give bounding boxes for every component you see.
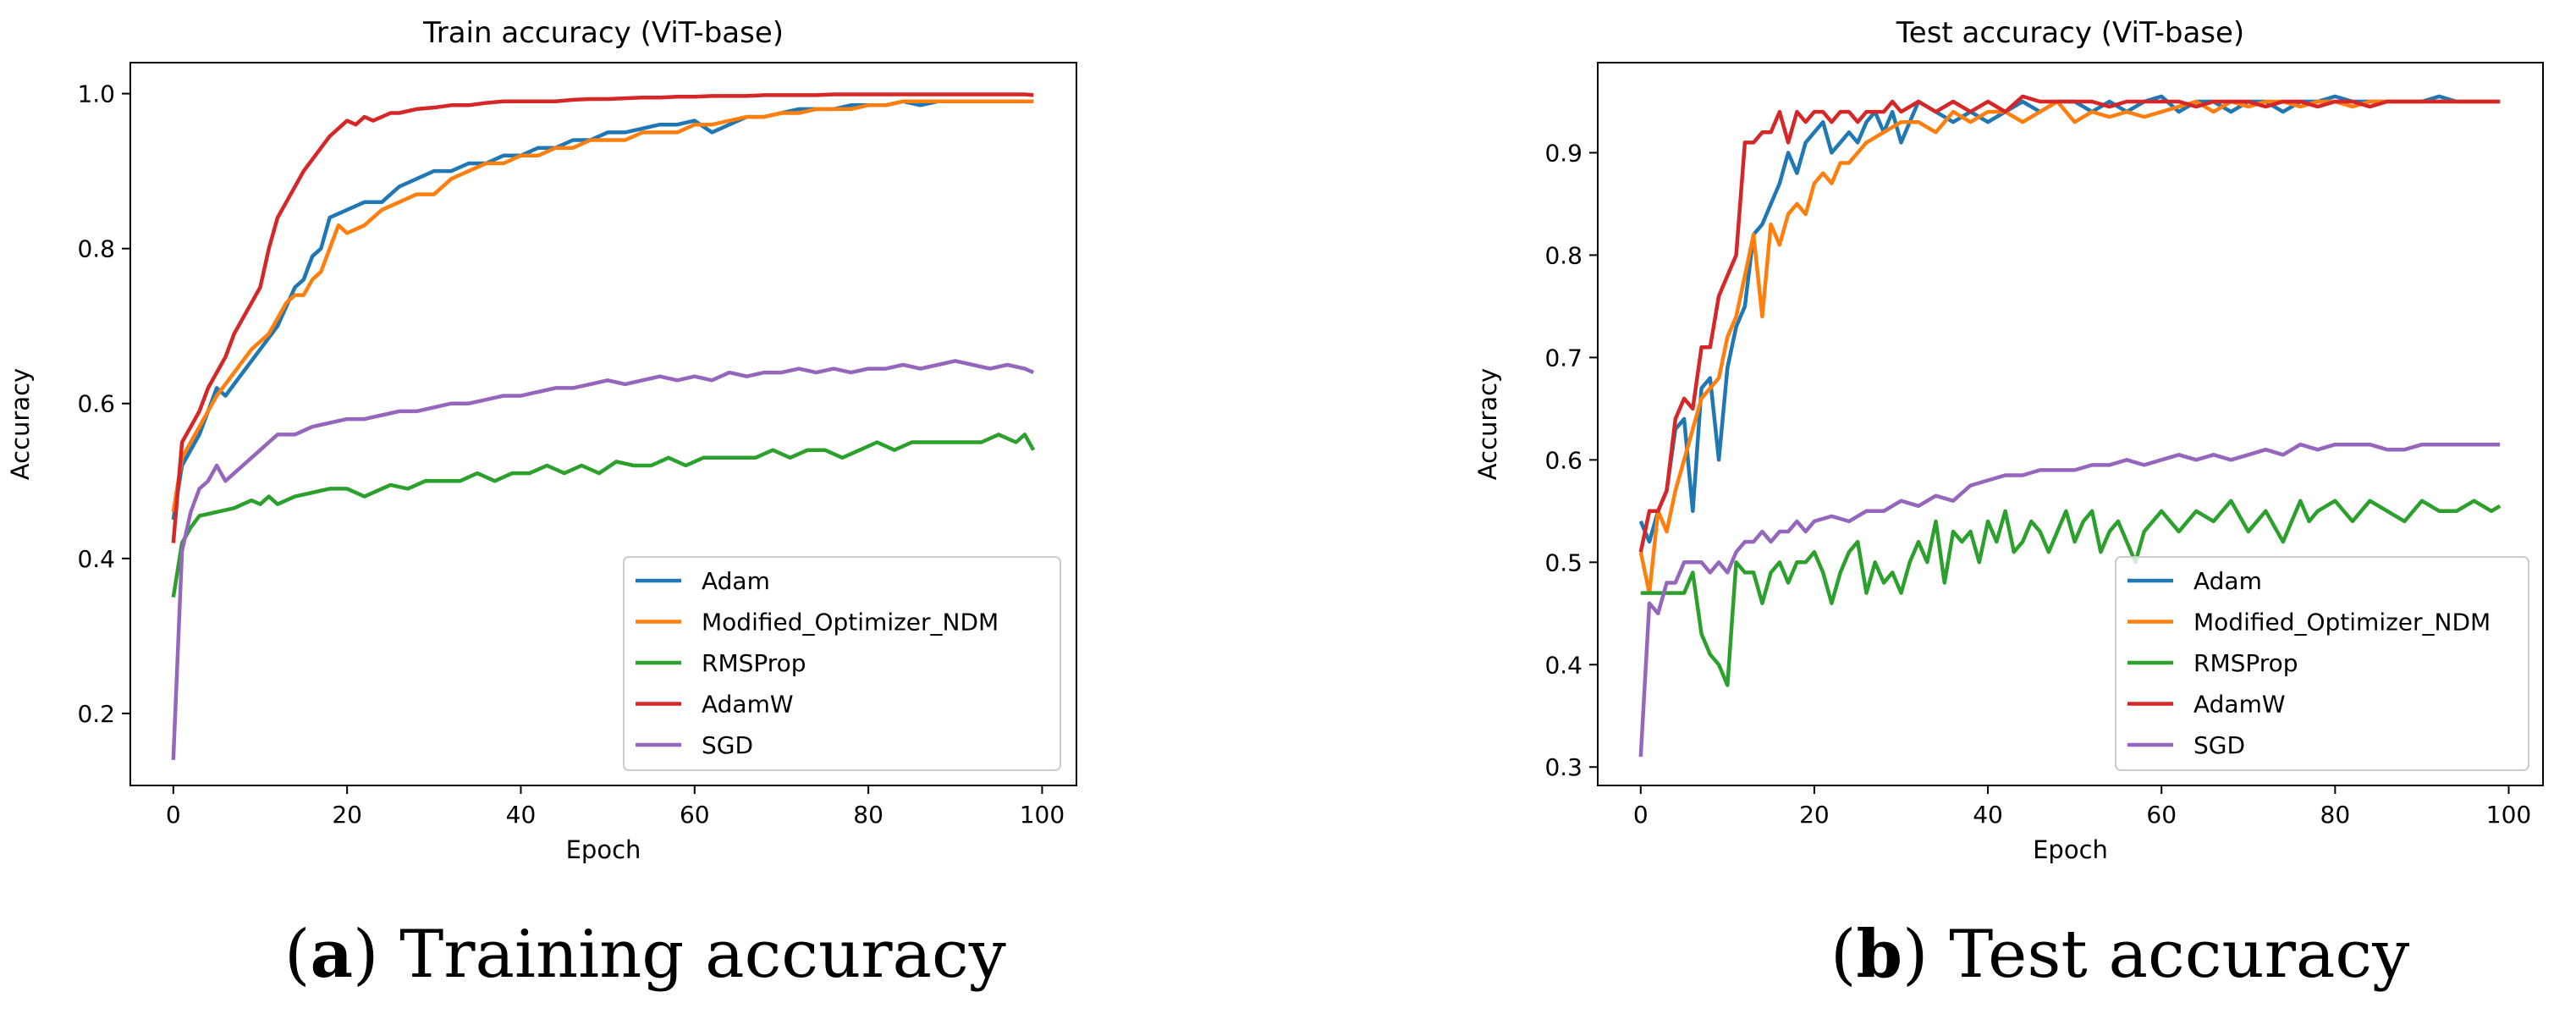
series-line-adam [1638, 94, 2501, 544]
series-group [1638, 94, 2502, 758]
series-group [171, 92, 1036, 760]
x-axis-label: Epoch [566, 835, 641, 864]
legend-label: Adam [702, 567, 770, 595]
series-line-rmsprop [171, 433, 1036, 598]
x-tick-label: 0 [166, 801, 181, 829]
x-tick-label: 60 [2146, 801, 2177, 829]
y-tick-label: 0.7 [1544, 344, 1582, 372]
x-tick-label: 60 [680, 801, 710, 829]
caption-a-label: a [310, 916, 353, 993]
y-tick-label: 0.8 [1544, 241, 1582, 269]
legend-label: Modified_Optimizer_NDM [2193, 609, 2491, 637]
legend: Adam Modified_Optimizer_NDM RMSProp AdamW SG… [2115, 556, 2529, 771]
test-accuracy-chart: 0 20 40 60 80 100 0.3 0.4 0.5 0.6 0.7 0.8 0.9 Test ac… [1473, 16, 2544, 864]
y-tick-label: 0.4 [1544, 651, 1582, 679]
series-line-adamw [171, 92, 1034, 543]
series-line-sgd [1638, 442, 2501, 758]
caption-a-text: Training accuracy [378, 917, 1006, 993]
x-tick-label: 80 [2320, 801, 2351, 829]
caption-a: (a) Training accuracy [284, 916, 1006, 993]
y-tick-label: 0.9 [1544, 139, 1582, 167]
axes-frame [1597, 62, 2544, 786]
legend-label: SGD [2193, 731, 2245, 759]
x-tick-label: 40 [506, 801, 537, 829]
axes-frame [129, 62, 1077, 786]
y-tick-label: 0.8 [77, 235, 115, 263]
legend-label: Modified_Optimizer_NDM [702, 609, 999, 637]
chart-title: Train accuracy (ViT-base) [422, 16, 784, 50]
legend-box [2115, 556, 2529, 771]
series-line-adam [171, 99, 1034, 521]
legend-label: RMSProp [2193, 649, 2298, 677]
series-line-adamw [1638, 94, 2501, 553]
x-tick-label: 100 [1020, 801, 1065, 829]
legend-label: RMSProp [702, 649, 806, 677]
legend-label: SGD [702, 731, 753, 759]
y-axis-label: Accuracy [1473, 368, 1502, 480]
series-line-rmsprop [1640, 499, 2502, 687]
y-tick-label: 0.6 [77, 390, 115, 418]
caption-b-label: b [1856, 916, 1902, 993]
legend-label: Adam [2193, 567, 2262, 595]
y-tick-label: 0.5 [1544, 548, 1582, 576]
caption-b: (b) Test accuracy [1830, 916, 2410, 993]
x-tick-label: 100 [2486, 801, 2531, 829]
y-tick-label: 0.2 [77, 700, 115, 728]
x-tick-label: 20 [332, 801, 362, 829]
y-tick-label: 0.3 [1544, 753, 1582, 781]
x-tick-label: 20 [1799, 801, 1830, 829]
chart-title: Test accuracy (ViT-base) [1896, 16, 2244, 50]
x-axis-label: Epoch [2033, 835, 2108, 864]
y-tick-label: 0.6 [1544, 446, 1582, 474]
series-line-modified-optimizer-ndm [171, 99, 1034, 513]
legend-label: AdamW [2193, 691, 2286, 719]
caption-b-text: Test accuracy [1928, 917, 2410, 993]
y-tick-label: 0.4 [77, 545, 115, 573]
train-accuracy-chart: 0 20 40 60 80 100 0.2 0.4 0.6 0.8 1.0 Train accurac… [6, 16, 1077, 864]
legend: Adam Modified_Optimizer_NDM RMSProp AdamW SG… [623, 556, 1061, 771]
y-axis-label: Accuracy [6, 368, 35, 480]
x-tick-label: 80 [853, 801, 883, 829]
series-line-modified-optimizer-ndm [1638, 99, 2501, 595]
x-tick-label: 40 [1973, 801, 2003, 829]
legend-label: AdamW [702, 691, 794, 719]
series-line-sgd [171, 359, 1035, 760]
legend-box [623, 556, 1061, 771]
x-tick-label: 0 [1633, 801, 1649, 829]
y-tick-label: 1.0 [77, 80, 115, 108]
